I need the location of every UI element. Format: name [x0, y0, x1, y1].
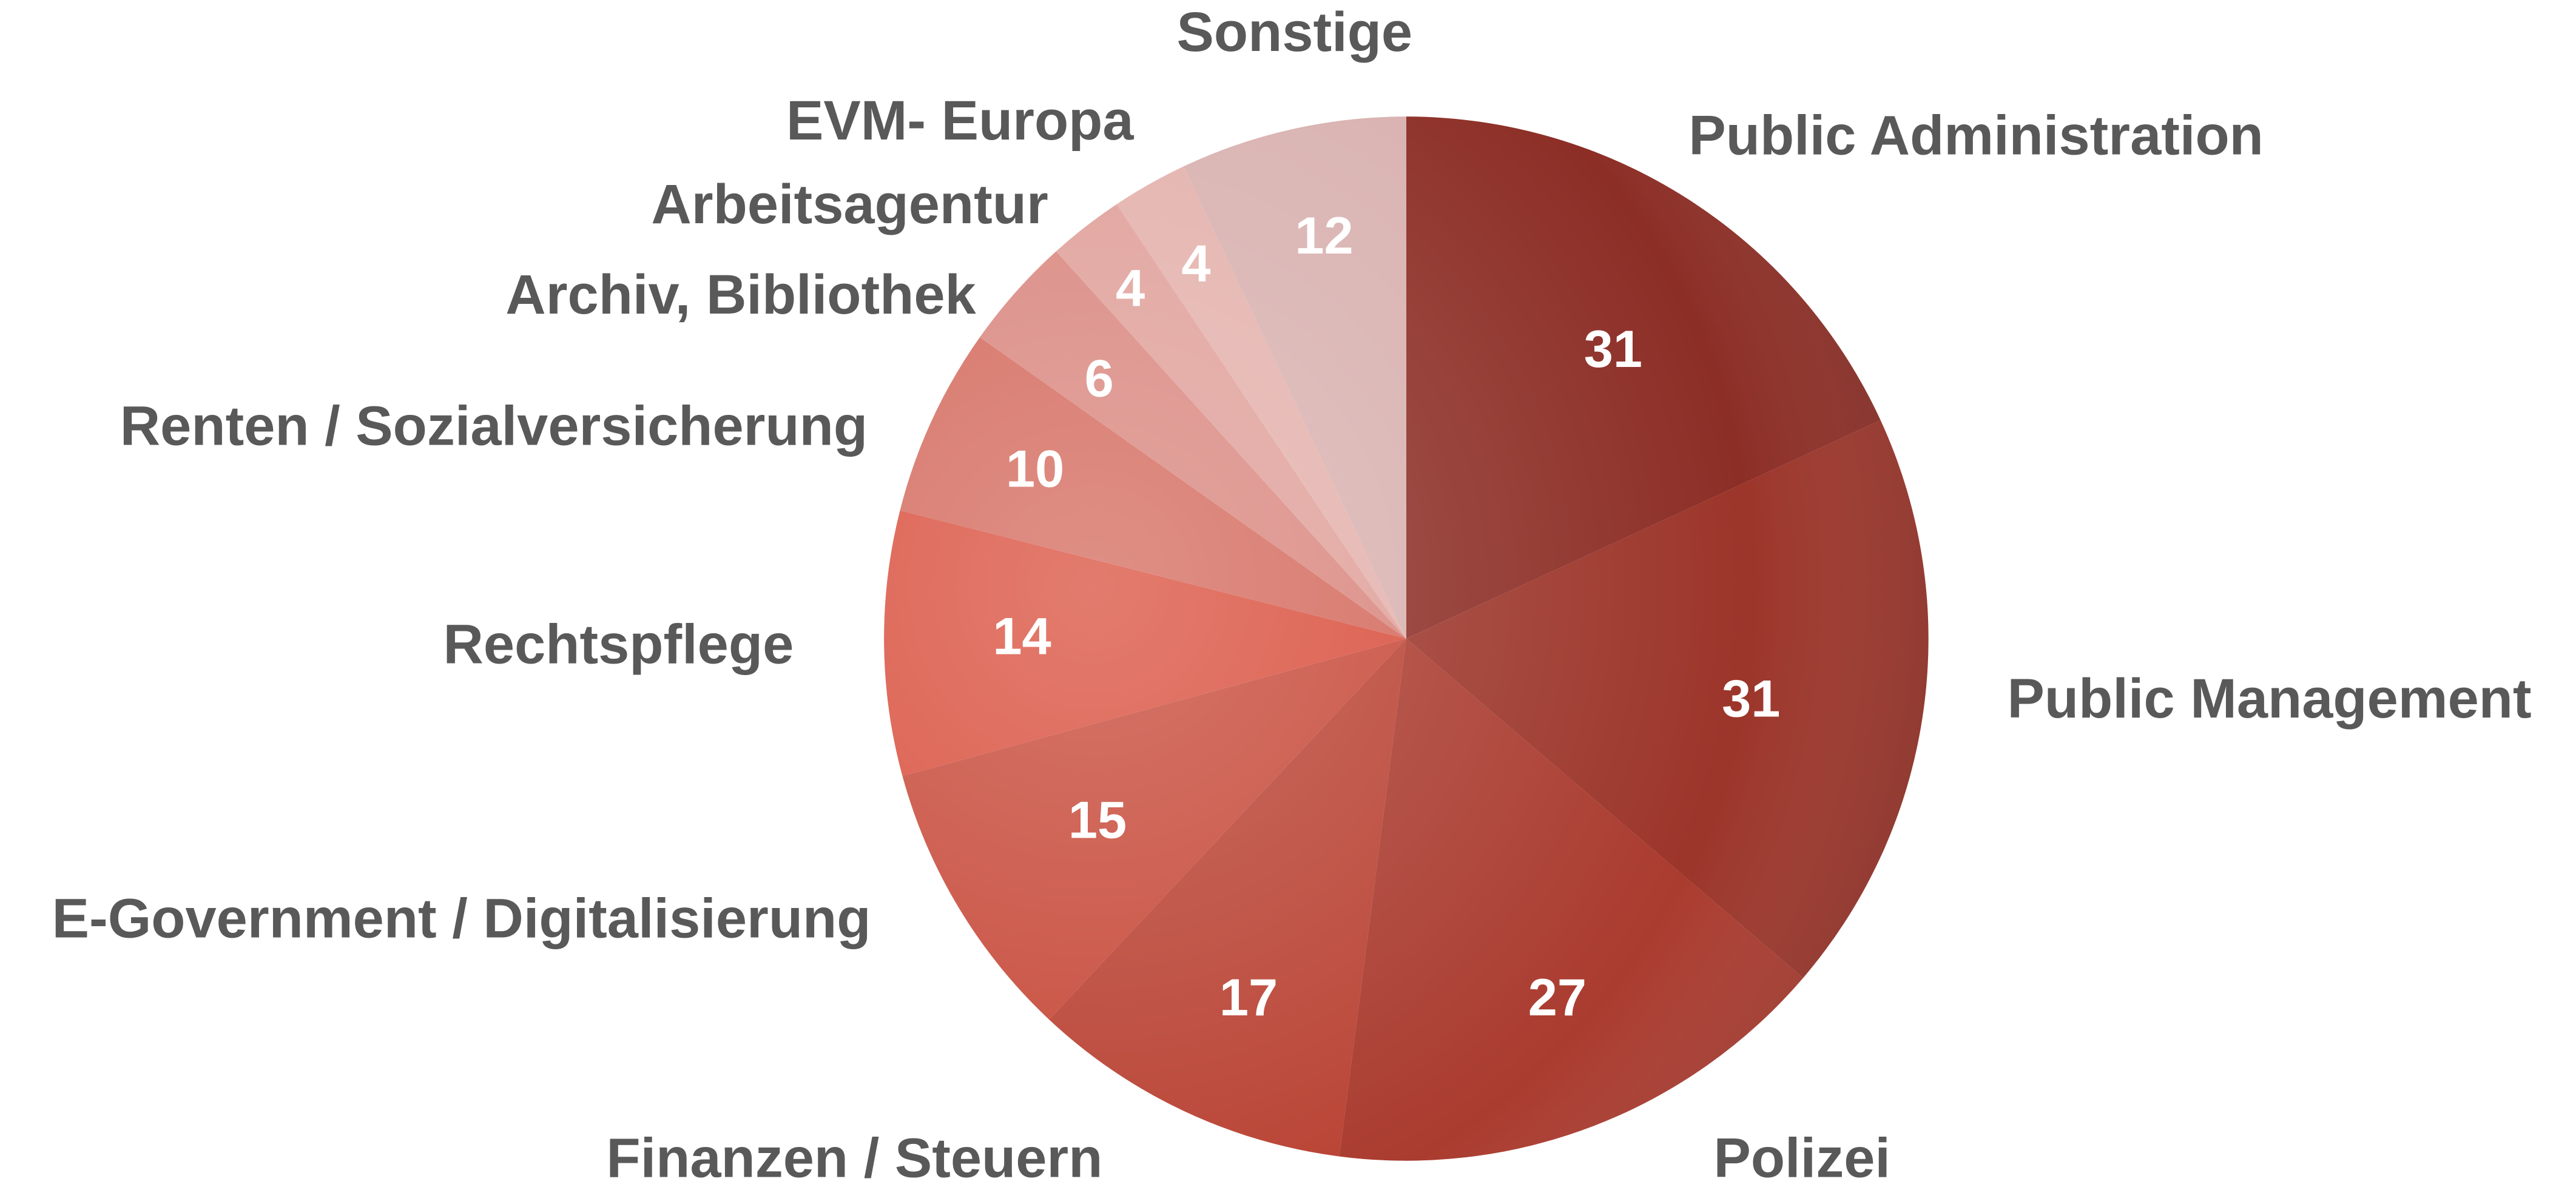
category-label: Renten / Sozialversicherung [120, 394, 868, 457]
category-label: Finanzen / Steuern [606, 1127, 1102, 1187]
category-label: Polizei [1713, 1127, 1890, 1187]
category-label: EVM- Europa [786, 89, 1134, 152]
value-label: 10 [1006, 440, 1064, 498]
value-label: 31 [1722, 670, 1780, 728]
value-label: 27 [1528, 969, 1586, 1027]
value-label: 4 [1181, 235, 1210, 293]
category-label: Rechtspflege [443, 613, 794, 675]
value-label: 14 [993, 608, 1051, 666]
value-label: 17 [1219, 969, 1278, 1027]
category-label: Public Administration [1688, 104, 2263, 166]
value-label: 12 [1295, 207, 1353, 265]
category-label: Sonstige [1177, 1, 1413, 63]
category-label: Archiv, Bibliothek [505, 263, 976, 326]
value-label: 6 [1085, 350, 1114, 408]
value-label: 31 [1584, 320, 1642, 378]
category-label: E-Government / Digitalisierung [52, 887, 871, 950]
value-label: 15 [1068, 792, 1127, 850]
value-label: 4 [1116, 260, 1145, 318]
category-label: Arbeitsagentur [651, 173, 1048, 235]
category-label: Public Management [2008, 667, 2532, 730]
